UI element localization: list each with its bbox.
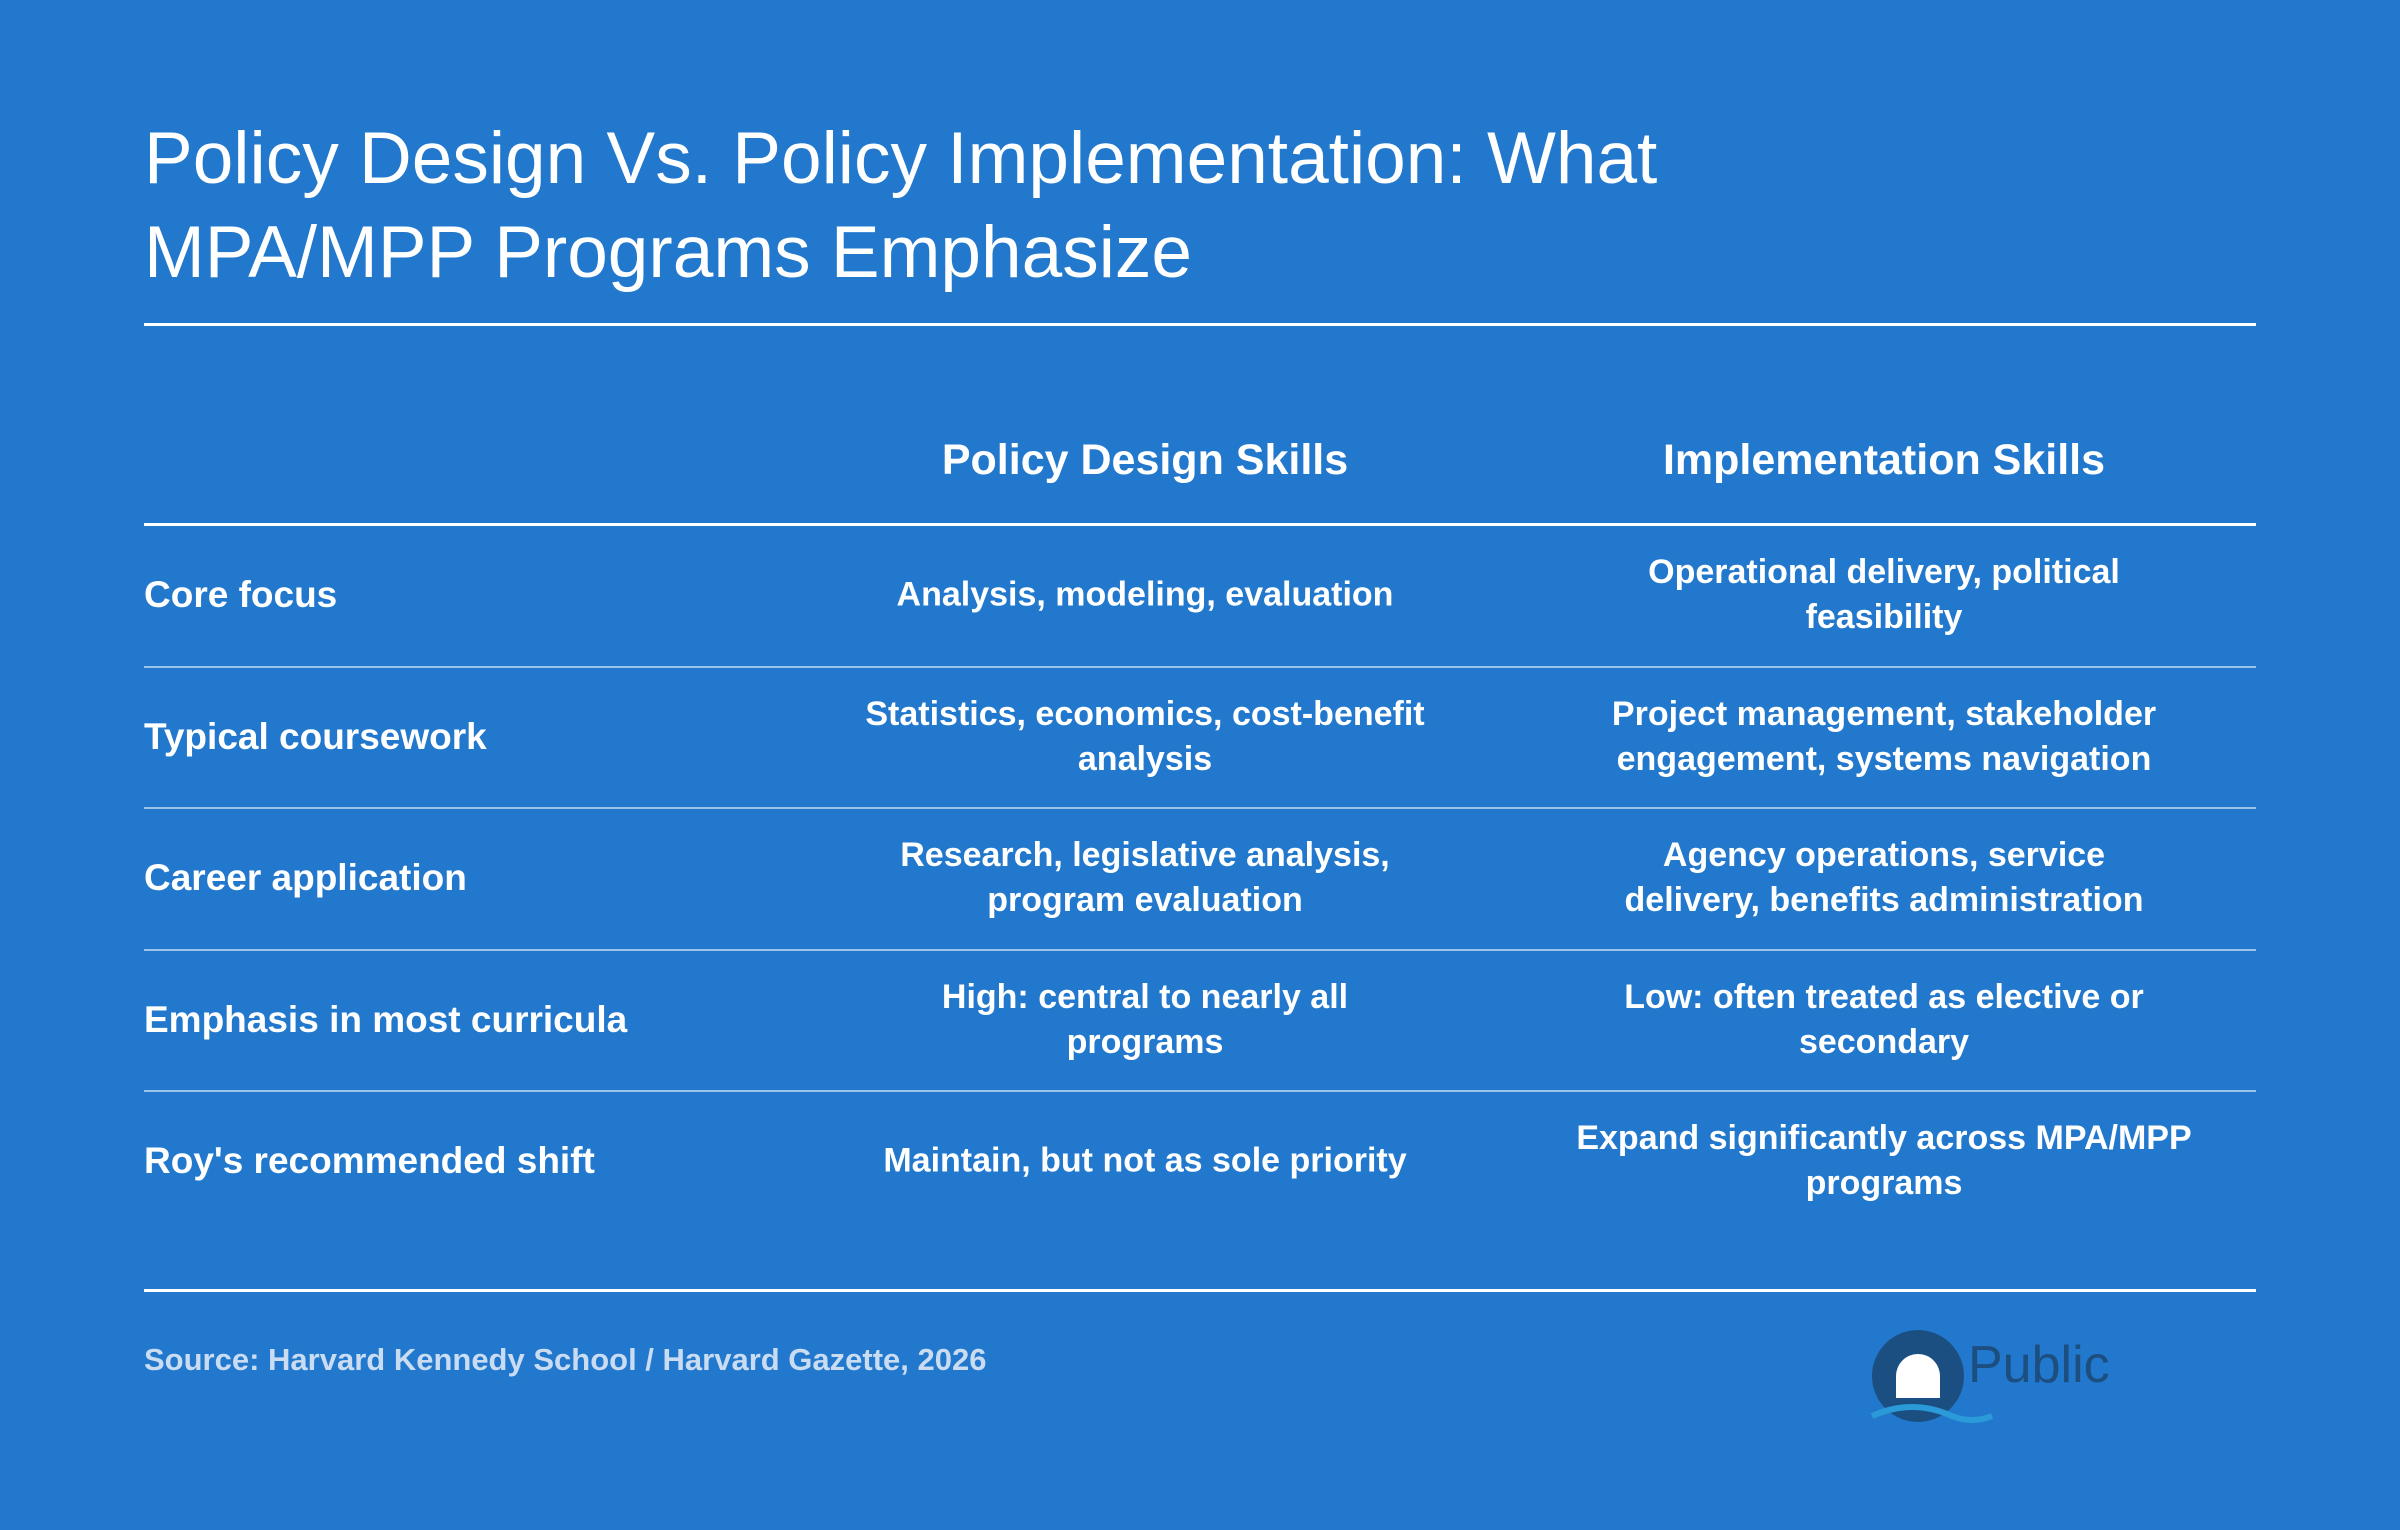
row-divider	[144, 948, 2256, 951]
cell-line: programs	[1805, 1164, 1963, 1202]
logo: Public	[1870, 1330, 2110, 1423]
row-label: Typical coursework	[144, 715, 487, 757]
page-title: Policy Design Vs. Policy Implementation:…	[144, 118, 1658, 293]
title-rule	[144, 323, 2256, 326]
cell-line: Maintain, but not as sole priority	[883, 1141, 1407, 1180]
table-cell: Analysis, modeling, evaluation	[765, 573, 1525, 618]
bottom-rule	[144, 1289, 2256, 1292]
source-note: Source: Harvard Kennedy School / Harvard…	[144, 1342, 987, 1377]
logo-text: Public	[1968, 1336, 2110, 1394]
logo-dome	[1896, 1354, 1940, 1398]
table-cell: Statistics, economics, cost-benefit analy…	[765, 692, 1525, 782]
cell-line: Agency operations, service	[1662, 836, 2106, 874]
table-cell: Expand significantly across MPA/MPP progr…	[1504, 1116, 2264, 1206]
cell-line: program evaluation	[987, 881, 1303, 919]
table-cell: Operational delivery, political feasibili…	[1504, 550, 2264, 640]
logo-wave	[1870, 1404, 1994, 1423]
cell-line: Operational delivery, political	[1648, 553, 2120, 591]
cell-line: Project management, stakeholder	[1611, 694, 2157, 733]
row-divider	[144, 1090, 2256, 1093]
row-divider	[144, 665, 2256, 668]
table-cell: Low: often treated as elective or seconda…	[1504, 975, 2264, 1065]
cell-line: Research, legislative analysis,	[900, 836, 1390, 874]
row-label: Emphasis in most curricula	[144, 998, 628, 1040]
cell-line: engagement, systems navigation	[1616, 739, 2152, 778]
column-header: Policy Design Skills	[941, 436, 1349, 484]
table-cell: Project management, stakeholder engagemen…	[1504, 692, 2264, 782]
cell-line: delivery, benefits administration	[1624, 881, 2144, 919]
cell-line: High: central to nearly all	[941, 977, 1349, 1016]
table-cell: Research, legislative analysis, program e…	[765, 833, 1525, 923]
cell-line: Analysis, modeling, evaluation	[896, 575, 1394, 614]
header-rule	[144, 523, 2256, 526]
cell-line: secondary	[1798, 1022, 1970, 1061]
cell-line: Expand significantly across MPA/MPP	[1576, 1119, 2192, 1157]
cell-line: Statistics, economics, cost-benefit	[865, 694, 1425, 733]
cell-line: programs	[1066, 1022, 1224, 1061]
row-label: Core focus	[144, 574, 338, 615]
row-label: Career application	[144, 857, 467, 898]
cell-line: Low: often treated as elective or	[1624, 977, 2144, 1016]
cell-line: analysis	[1077, 739, 1213, 778]
column-header: Implementation Skills	[1662, 436, 2106, 484]
row-divider	[144, 807, 2256, 810]
table-cell: Maintain, but not as sole priority	[765, 1139, 1525, 1184]
table-cell: High: central to nearly all programs	[765, 975, 1525, 1065]
cell-line: feasibility	[1805, 598, 1963, 636]
table-cell: Agency operations, service delivery, bene…	[1504, 833, 2264, 923]
row-label: Roy's recommended shift	[144, 1140, 595, 1181]
